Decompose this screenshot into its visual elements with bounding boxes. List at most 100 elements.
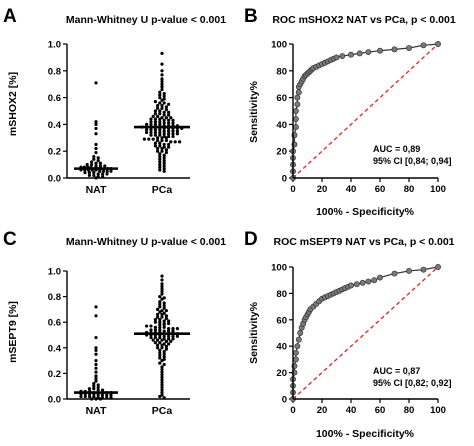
data-point: [149, 117, 153, 121]
data-point: [171, 132, 175, 136]
data-point: [158, 90, 162, 94]
data-point: [169, 339, 173, 343]
data-point: [158, 120, 162, 124]
data-point: [94, 161, 98, 165]
roc-point: [297, 330, 304, 336]
x-tick-label: 80: [404, 405, 415, 416]
data-point: [153, 100, 157, 104]
panel-d-xlabel: 100% - Specificity%: [316, 428, 415, 440]
data-point: [164, 148, 168, 152]
data-point: [94, 314, 98, 318]
data-point: [156, 338, 160, 342]
data-point: [162, 325, 166, 329]
data-point: [94, 120, 98, 124]
data-point: [153, 120, 157, 124]
data-point: [153, 130, 157, 135]
roc-point: [295, 336, 302, 343]
roc-point: [377, 274, 383, 281]
data-point: [162, 169, 166, 173]
data-point: [92, 173, 96, 177]
data-point: [153, 144, 157, 148]
data-point: [175, 132, 179, 136]
data-point: [87, 394, 92, 399]
roc-point: [356, 50, 363, 57]
data-point: [160, 82, 164, 86]
panel-d-y-ticks: 0 20 40 60 80 100: [271, 263, 293, 406]
x-tick-label: 0: [290, 184, 295, 195]
data-point: [158, 141, 162, 145]
data-point: [147, 137, 151, 141]
y-tick-label: 80: [276, 289, 287, 300]
data-point: [160, 375, 164, 379]
data-point: [153, 325, 157, 329]
data-point: [162, 301, 166, 305]
roc-point: [359, 279, 366, 286]
data-point: [160, 274, 164, 278]
data-point: [158, 160, 162, 164]
data-point: [94, 150, 98, 155]
data-point: [94, 335, 98, 340]
data-point: [92, 157, 96, 161]
panel-d-roc: D ROC mSEPT9 NAT vs PCa, p < 0.001 Sensi…: [244, 229, 455, 440]
panel-d-ci: 95% CI [0,82; 0,92]: [373, 378, 452, 388]
data-point: [153, 341, 157, 345]
data-point: [158, 310, 162, 314]
data-point: [167, 321, 171, 326]
roc-point: [292, 116, 299, 122]
panel-letter-a: A: [3, 6, 17, 27]
data-point: [160, 77, 164, 81]
roc-point: [292, 124, 299, 131]
x-tick-label: 40: [346, 405, 357, 416]
data-point: [160, 85, 164, 89]
data-point: [103, 164, 107, 168]
data-point: [92, 171, 96, 175]
data-point: [160, 312, 164, 317]
data-point: [90, 163, 94, 167]
roc-point: [420, 266, 427, 273]
data-point: [100, 393, 105, 397]
data-point: [149, 122, 153, 126]
data-point: [158, 335, 162, 340]
data-point: [160, 51, 164, 55]
data-point: [158, 128, 162, 132]
data-point: [162, 319, 166, 323]
roc-point: [420, 42, 427, 49]
data-point: [96, 383, 100, 387]
data-point: [153, 109, 157, 113]
data-point: [160, 373, 164, 377]
data-point: [162, 121, 166, 125]
data-point: [160, 338, 164, 342]
data-point: [142, 137, 146, 141]
data-point: [162, 161, 166, 165]
x-tick-label: 80: [404, 184, 415, 195]
y-tick-label: 0: [282, 395, 287, 406]
data-point: [175, 129, 179, 133]
data-point: [149, 335, 153, 340]
data-point: [162, 323, 166, 327]
y-tick-label: 100: [271, 263, 287, 274]
data-point: [153, 122, 157, 126]
data-point: [167, 319, 171, 323]
data-point: [94, 142, 98, 147]
data-point: [162, 306, 166, 310]
data-point: [160, 346, 164, 350]
data-point: [96, 388, 100, 392]
data-point: [162, 110, 166, 114]
data-point: [160, 315, 164, 319]
data-point: [158, 130, 162, 135]
data-point: [85, 163, 89, 167]
data-point: [101, 169, 106, 173]
data-point: [149, 324, 153, 328]
panel-a-points: [74, 51, 190, 180]
data-point: [105, 172, 109, 176]
roc-point: [292, 108, 299, 114]
data-point: [160, 383, 164, 387]
x-tick-label: 20: [317, 184, 328, 195]
roc-point: [348, 51, 354, 58]
data-point: [164, 138, 168, 143]
panel-b-xlabel: 100% - Specificity%: [316, 206, 415, 218]
data-point: [160, 106, 164, 110]
data-point: [160, 87, 164, 92]
data-point: [158, 328, 162, 332]
data-point: [160, 380, 164, 384]
